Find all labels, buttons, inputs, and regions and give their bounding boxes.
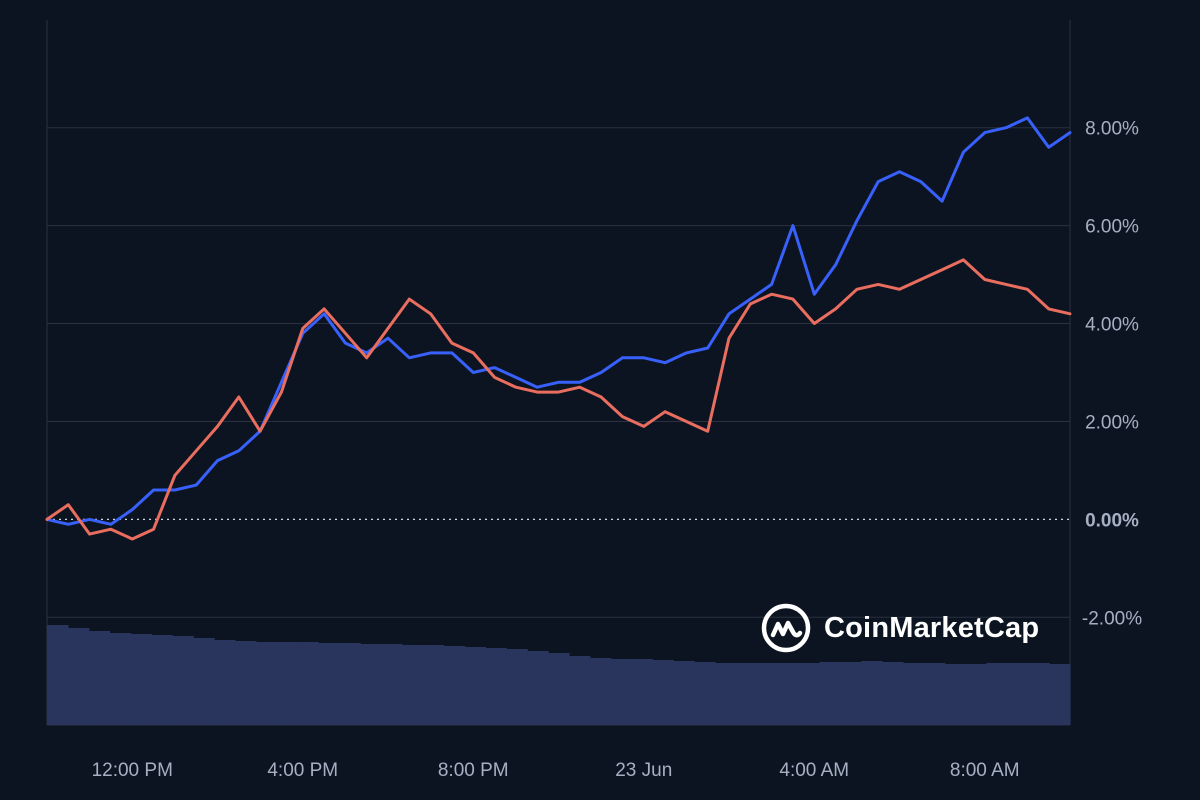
volume-bar [255,642,278,725]
volume-bars [47,625,1071,725]
volume-bar [464,647,487,725]
series-line-blue [45,116,1072,526]
y-tick-label: 4.00% [1085,315,1139,336]
volume-bar [861,661,883,725]
volume-bar [422,645,445,725]
x-tick-label: 23 Jun [615,760,672,781]
y-tick-label: 2.00% [1085,412,1139,433]
volume-bar [485,648,507,725]
y-axis-ticks: 8.00% 6.00% 4.00% 2.00% 0.00% -2.00% [1082,119,1142,630]
volume-bar [715,663,737,725]
y-tick-label: 6.00% [1085,217,1139,238]
volume-bar [88,631,111,725]
volume-bar [47,625,69,725]
volume-bar [965,664,988,725]
brand-name: CoinMarketCap [824,611,1040,644]
x-tick-label: 4:00 AM [779,760,849,781]
volume-bar [798,663,821,725]
volume-bar [673,661,695,725]
volume-bar [840,662,862,725]
volume-bar [527,651,549,725]
volume-bar [443,646,466,725]
x-tick-label: 12:00 PM [92,760,173,781]
x-tick-label: 8:00 AM [950,760,1020,781]
y-tick-label: -2.00% [1082,608,1142,629]
volume-bar [756,663,779,725]
coinmarketcap-brand: CoinMarketCap [760,602,1039,654]
volume-bar [214,640,236,725]
volume-bar [67,628,90,725]
volume-bar [276,642,299,725]
volume-bar [1028,663,1050,725]
volume-bar [944,664,967,725]
volume-bar [297,642,320,725]
volume-bar [589,658,612,725]
volume-bar [172,636,194,725]
volume-bar [339,643,361,725]
volume-bar [1049,664,1071,725]
volume-bar [234,641,257,725]
volume-bar [506,649,528,725]
volume-bar [130,634,152,725]
volume-bar [819,662,841,725]
volume-bar [401,645,424,725]
volume-bar [1007,663,1029,725]
y-tick-label: 0.00% [1085,510,1139,531]
y-tick-label: 8.00% [1085,119,1139,140]
volume-bar [568,656,591,725]
x-tick-label: 8:00 PM [438,760,509,781]
series-lines [45,116,1072,541]
volume-bar [548,653,570,725]
x-axis-ticks: 12:00 PM 4:00 PM 8:00 PM 23 Jun 4:00 AM 8:00 … [92,760,1020,781]
coinmarketcap-logo-icon [761,603,811,653]
volume-bar [151,635,173,725]
volume-bar [631,659,654,725]
volume-bar [777,663,800,725]
volume-bar [381,644,403,725]
volume-bar [652,660,674,725]
volume-bar [986,663,1008,725]
volume-bar [694,662,716,725]
volume-bar [610,659,633,725]
volume-bar [360,644,382,725]
x-tick-label: 4:00 PM [267,760,338,781]
volume-bar [193,638,215,725]
volume-bar [882,662,904,725]
volume-bar [109,633,132,725]
volume-bar [902,663,925,725]
volume-bar [735,663,758,725]
volume-bar [923,663,946,725]
volume-bar [318,643,340,725]
series-line-red [45,258,1072,541]
